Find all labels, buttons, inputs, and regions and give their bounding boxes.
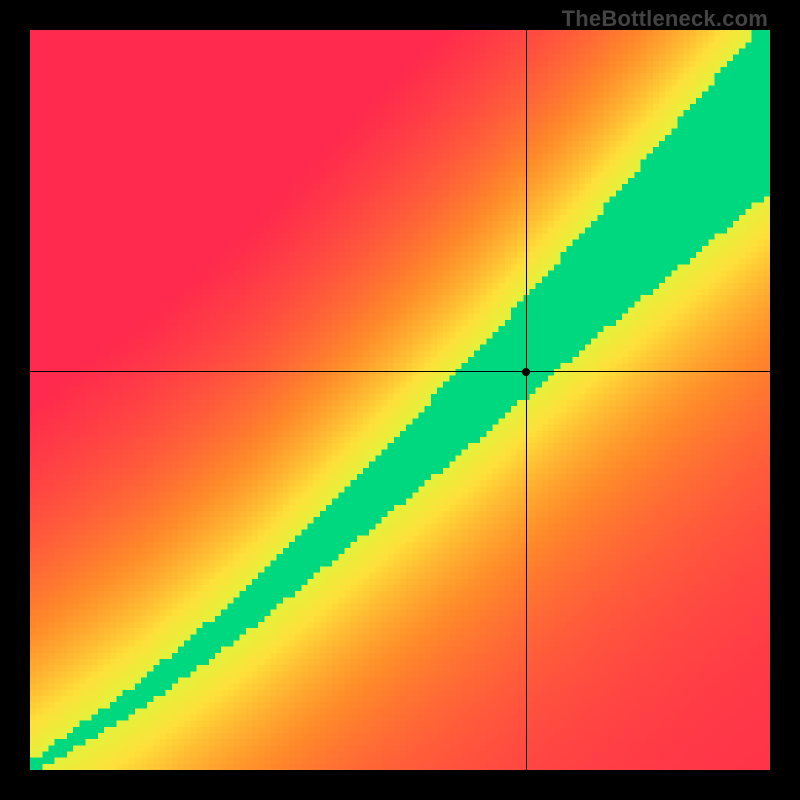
crosshair-vertical bbox=[526, 30, 527, 770]
plot-area bbox=[30, 30, 770, 770]
intersection-marker bbox=[522, 368, 530, 376]
crosshair-horizontal bbox=[30, 371, 770, 372]
watermark-text: TheBottleneck.com bbox=[562, 6, 768, 32]
heatmap-canvas bbox=[30, 30, 770, 770]
